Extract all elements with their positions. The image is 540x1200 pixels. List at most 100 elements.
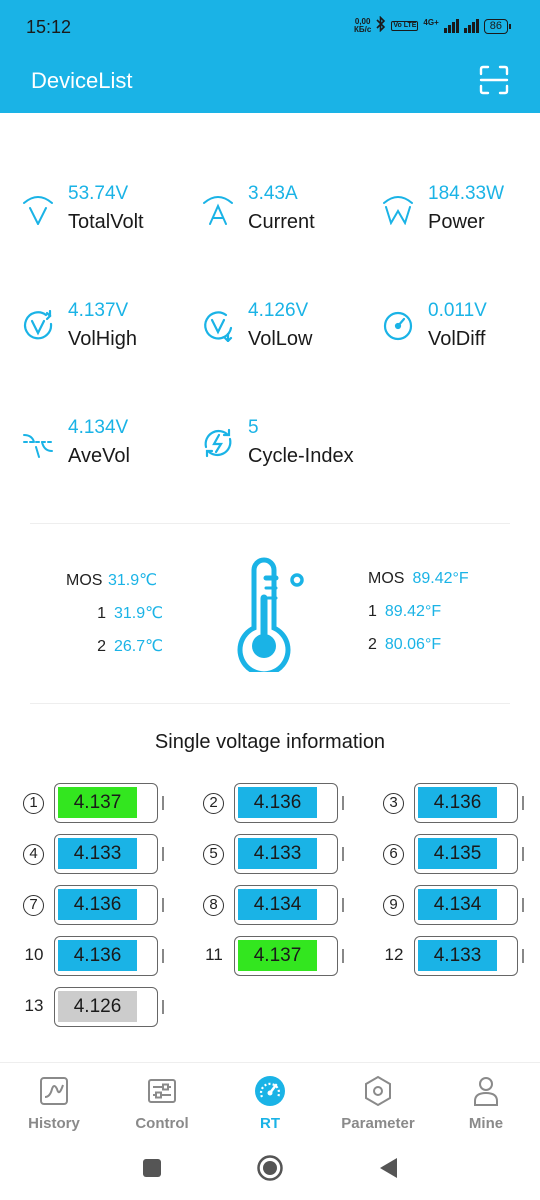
cell-item: 13 4.126	[23, 987, 183, 1027]
temp-value: 80.06°F	[384, 636, 442, 653]
cell-battery: 4.136	[414, 783, 518, 823]
cell-voltage: 4.126	[58, 991, 137, 1022]
recent-apps-icon[interactable]	[142, 1158, 162, 1178]
tab-parameter[interactable]: Parameter	[324, 1063, 432, 1143]
cell-battery: 4.136	[54, 885, 158, 925]
tab-label: Mine	[468, 1115, 504, 1132]
user-icon	[474, 1077, 498, 1106]
metric-label: Current	[248, 211, 315, 233]
temp-row-celsius-mos: MOS 31.9℃	[66, 570, 157, 592]
volte-badge: Vo LTE	[391, 21, 419, 31]
cell-index: 13	[24, 996, 44, 1015]
cycle-icon	[204, 428, 232, 458]
cell-voltage: 4.136	[418, 787, 497, 818]
cell-battery: 4.134	[414, 885, 518, 925]
section-title: Single voltage information	[154, 731, 386, 753]
cell-voltage: 4.137	[58, 787, 137, 818]
cell-item: 10 4.136	[23, 936, 183, 976]
temp-row-celsius-1: 1 31.9℃	[66, 603, 163, 625]
thermometer-icon	[237, 557, 304, 672]
metric-label: VolDiff	[428, 328, 486, 350]
scan-icon	[479, 65, 509, 95]
tab-control[interactable]: Control	[108, 1063, 216, 1143]
cell-battery-tip	[522, 847, 524, 861]
metric-vol-high: 4.137V VolHigh	[22, 300, 192, 360]
cell-battery-tip	[162, 949, 164, 963]
temp-label: 1	[368, 603, 377, 620]
metric-value: 5	[248, 417, 259, 438]
temp-label: MOS	[66, 572, 103, 589]
metric-label: Cycle-Index	[248, 445, 354, 467]
cell-voltage: 4.135	[418, 838, 497, 869]
temp-row-fahrenheit-2: 2 80.06°F	[368, 636, 441, 658]
cell-battery-tip	[162, 796, 164, 810]
net-speed: 0,00 КБ/с	[354, 18, 371, 34]
power-icon	[383, 196, 413, 225]
cell-item: 11 4.137	[203, 936, 363, 976]
scan-button[interactable]	[478, 64, 510, 96]
back-icon[interactable]	[377, 1156, 399, 1180]
metric-label: AveVol	[68, 445, 130, 467]
vol-low-icon	[204, 311, 233, 342]
app-header: 15:12 0,00 КБ/с Vo LTE 4G+ 86 DeviceList	[0, 0, 540, 113]
cell-voltage: 4.136	[238, 787, 317, 818]
cell-item: 6 4.135	[383, 834, 540, 874]
temp-row-celsius-2: 2 26.7℃	[66, 636, 163, 658]
temp-row-fahrenheit-1: 1 89.42°F	[368, 603, 441, 625]
history-chart-icon	[40, 1077, 68, 1105]
cell-voltage: 4.133	[238, 838, 317, 869]
tab-label: Parameter	[341, 1115, 415, 1132]
cell-battery-tip	[342, 796, 344, 810]
temp-value: 31.9℃	[108, 572, 158, 589]
tab-label: Control	[135, 1115, 189, 1132]
metric-label: TotalVolt	[68, 211, 144, 233]
cell-battery: 4.137	[234, 936, 338, 976]
signal-icon-2	[463, 19, 479, 33]
cell-index: 12	[384, 945, 404, 964]
cell-battery-tip	[522, 898, 524, 912]
cell-battery-tip	[342, 949, 344, 963]
cell-index: 4	[23, 844, 44, 865]
cell-voltage: 4.133	[58, 838, 137, 869]
tab-mine[interactable]: Mine	[432, 1063, 540, 1143]
cell-item: 8 4.134	[203, 885, 363, 925]
cell-index: 9	[383, 895, 404, 916]
metric-cycle-index: 5 Cycle-Index	[202, 417, 372, 477]
cell-battery: 4.135	[414, 834, 518, 874]
cell-index: 1	[23, 793, 44, 814]
cell-index: 2	[203, 793, 224, 814]
cell-battery: 4.126	[54, 987, 158, 1027]
page-title: DeviceList	[31, 68, 133, 93]
control-sliders-icon	[148, 1079, 176, 1103]
home-icon[interactable]	[256, 1154, 284, 1182]
temp-value: 26.7℃	[114, 638, 164, 655]
bottom-tab-bar: History Control RT Parameter Mine	[0, 1062, 540, 1142]
cell-voltage: 4.137	[238, 940, 317, 971]
metric-total-volt: 53.74V TotalVolt	[22, 183, 192, 243]
net-speed-unit: КБ/с	[354, 25, 372, 34]
tab-rt[interactable]: RT	[216, 1063, 324, 1143]
cell-index: 3	[383, 793, 404, 814]
tab-history[interactable]: History	[0, 1063, 108, 1143]
cell-battery: 4.133	[414, 936, 518, 976]
cell-index: 11	[205, 945, 223, 964]
metric-value: 4.137V	[68, 300, 129, 321]
vol-high-icon	[23, 310, 53, 340]
cell-battery-tip	[342, 847, 344, 861]
total-volt-icon	[23, 196, 53, 225]
net-speed-value: 0,00	[354, 17, 371, 26]
cell-battery-tip	[522, 949, 524, 963]
temp-label: 1	[97, 605, 106, 622]
cell-battery: 4.133	[234, 834, 338, 874]
cell-battery: 4.134	[234, 885, 338, 925]
cell-battery: 4.137	[54, 783, 158, 823]
status-icons: 0,00 КБ/с Vo LTE 4G+ 86	[354, 15, 512, 36]
metric-vol-diff: 0.011V VolDiff	[382, 300, 540, 360]
cell-voltage: 4.134	[238, 889, 317, 920]
realtime-gauge-icon	[255, 1076, 285, 1106]
cell-item: 9 4.134	[383, 885, 540, 925]
cell-index: 10	[24, 945, 44, 964]
cell-battery-tip	[342, 898, 344, 912]
parameter-hex-icon	[365, 1075, 391, 1107]
metric-value: 0.011V	[428, 300, 487, 321]
